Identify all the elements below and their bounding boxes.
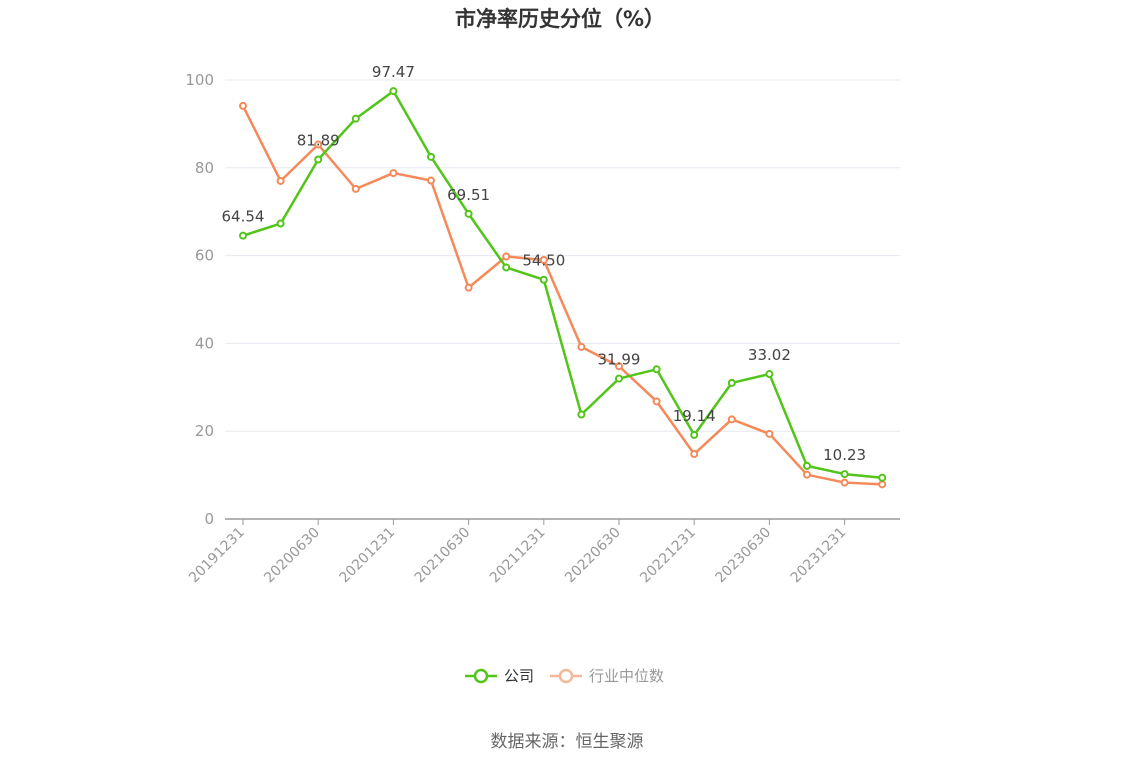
legend[interactable]: 公司 行业中位数 — [465, 667, 664, 685]
data-label: 10.23 — [823, 446, 866, 464]
data-label: 33.02 — [748, 346, 791, 364]
data-point — [427, 152, 435, 161]
data-labels: 64.54 81.89 97.47 69.51 54.50 31.99 19.14 33.02… — [222, 63, 867, 464]
x-axis: 20191231 20200630 20201231 20210630 20211231… — [186, 518, 900, 587]
legend-item[interactable]: 行业中位数 — [550, 667, 664, 685]
data-point — [727, 378, 736, 387]
data-point — [652, 397, 661, 406]
data-point — [615, 374, 623, 383]
x-tick-label: 20231231 — [788, 525, 850, 587]
data-point — [314, 155, 323, 164]
chart-title: 市净率历史分位（%） — [455, 7, 665, 31]
data-point — [389, 87, 398, 96]
x-tick-label: 20191231 — [186, 525, 248, 587]
data-point — [803, 461, 811, 470]
data-label: 31.99 — [598, 351, 641, 369]
x-tick-label: 20221231 — [637, 525, 699, 587]
data-point — [464, 209, 473, 218]
x-tick-label: 20210630 — [412, 525, 474, 587]
legend-label: 行业中位数 — [589, 667, 664, 685]
y-tick-label: 0 — [204, 510, 214, 528]
data-point — [314, 140, 323, 149]
data-label: 97.47 — [372, 63, 415, 81]
x-tick-label: 20200630 — [261, 525, 323, 587]
data-point — [351, 184, 360, 193]
data-point — [464, 283, 473, 292]
y-axis: 0 20 40 60 80 100 — [185, 71, 214, 528]
legend-swatch-marker — [558, 668, 574, 684]
data-point — [727, 415, 736, 424]
data-point — [276, 219, 285, 228]
legend-item[interactable]: 公司 — [465, 667, 534, 685]
data-point — [765, 429, 774, 438]
data-source: 数据来源：恒生聚源 — [491, 732, 644, 752]
y-tick-label: 40 — [195, 334, 214, 352]
y-tick-label: 60 — [195, 247, 214, 265]
x-tick-label: 20201231 — [337, 525, 399, 587]
series-line — [242, 89, 883, 479]
data-point — [427, 176, 435, 185]
data-label: 64.54 — [222, 208, 265, 226]
data-point — [690, 430, 699, 439]
legend-label: 公司 — [504, 667, 534, 685]
data-point — [239, 101, 247, 110]
data-point — [878, 473, 887, 482]
data-point — [239, 231, 247, 240]
data-label: 69.51 — [447, 186, 490, 204]
legend-swatch-marker — [473, 668, 489, 684]
data-label: 54.50 — [522, 252, 565, 270]
data-point — [840, 470, 849, 479]
data-point — [652, 365, 661, 374]
data-point — [878, 480, 887, 489]
data-point — [276, 176, 285, 185]
x-tick-label: 20230630 — [713, 525, 775, 587]
data-point — [803, 470, 811, 479]
data-point — [840, 478, 849, 487]
series-line — [241, 105, 883, 486]
data-point — [615, 362, 623, 371]
data-point — [577, 410, 586, 419]
data-point — [577, 342, 586, 351]
data-point — [539, 255, 548, 264]
data-label: 81.89 — [297, 132, 340, 150]
data-point — [389, 169, 398, 178]
series-group — [239, 87, 887, 489]
y-tick-label: 80 — [195, 159, 214, 177]
data-point — [502, 263, 511, 272]
x-tick-label: 20211231 — [487, 525, 549, 587]
data-point — [765, 370, 774, 379]
data-point — [351, 114, 360, 123]
y-tick-label: 20 — [195, 422, 214, 440]
y-tick-label: 100 — [185, 71, 214, 89]
data-point — [690, 450, 699, 459]
data-point — [539, 275, 548, 284]
data-label: 19.14 — [673, 407, 716, 425]
x-tick-label: 20220630 — [562, 525, 624, 587]
data-point — [502, 252, 511, 261]
